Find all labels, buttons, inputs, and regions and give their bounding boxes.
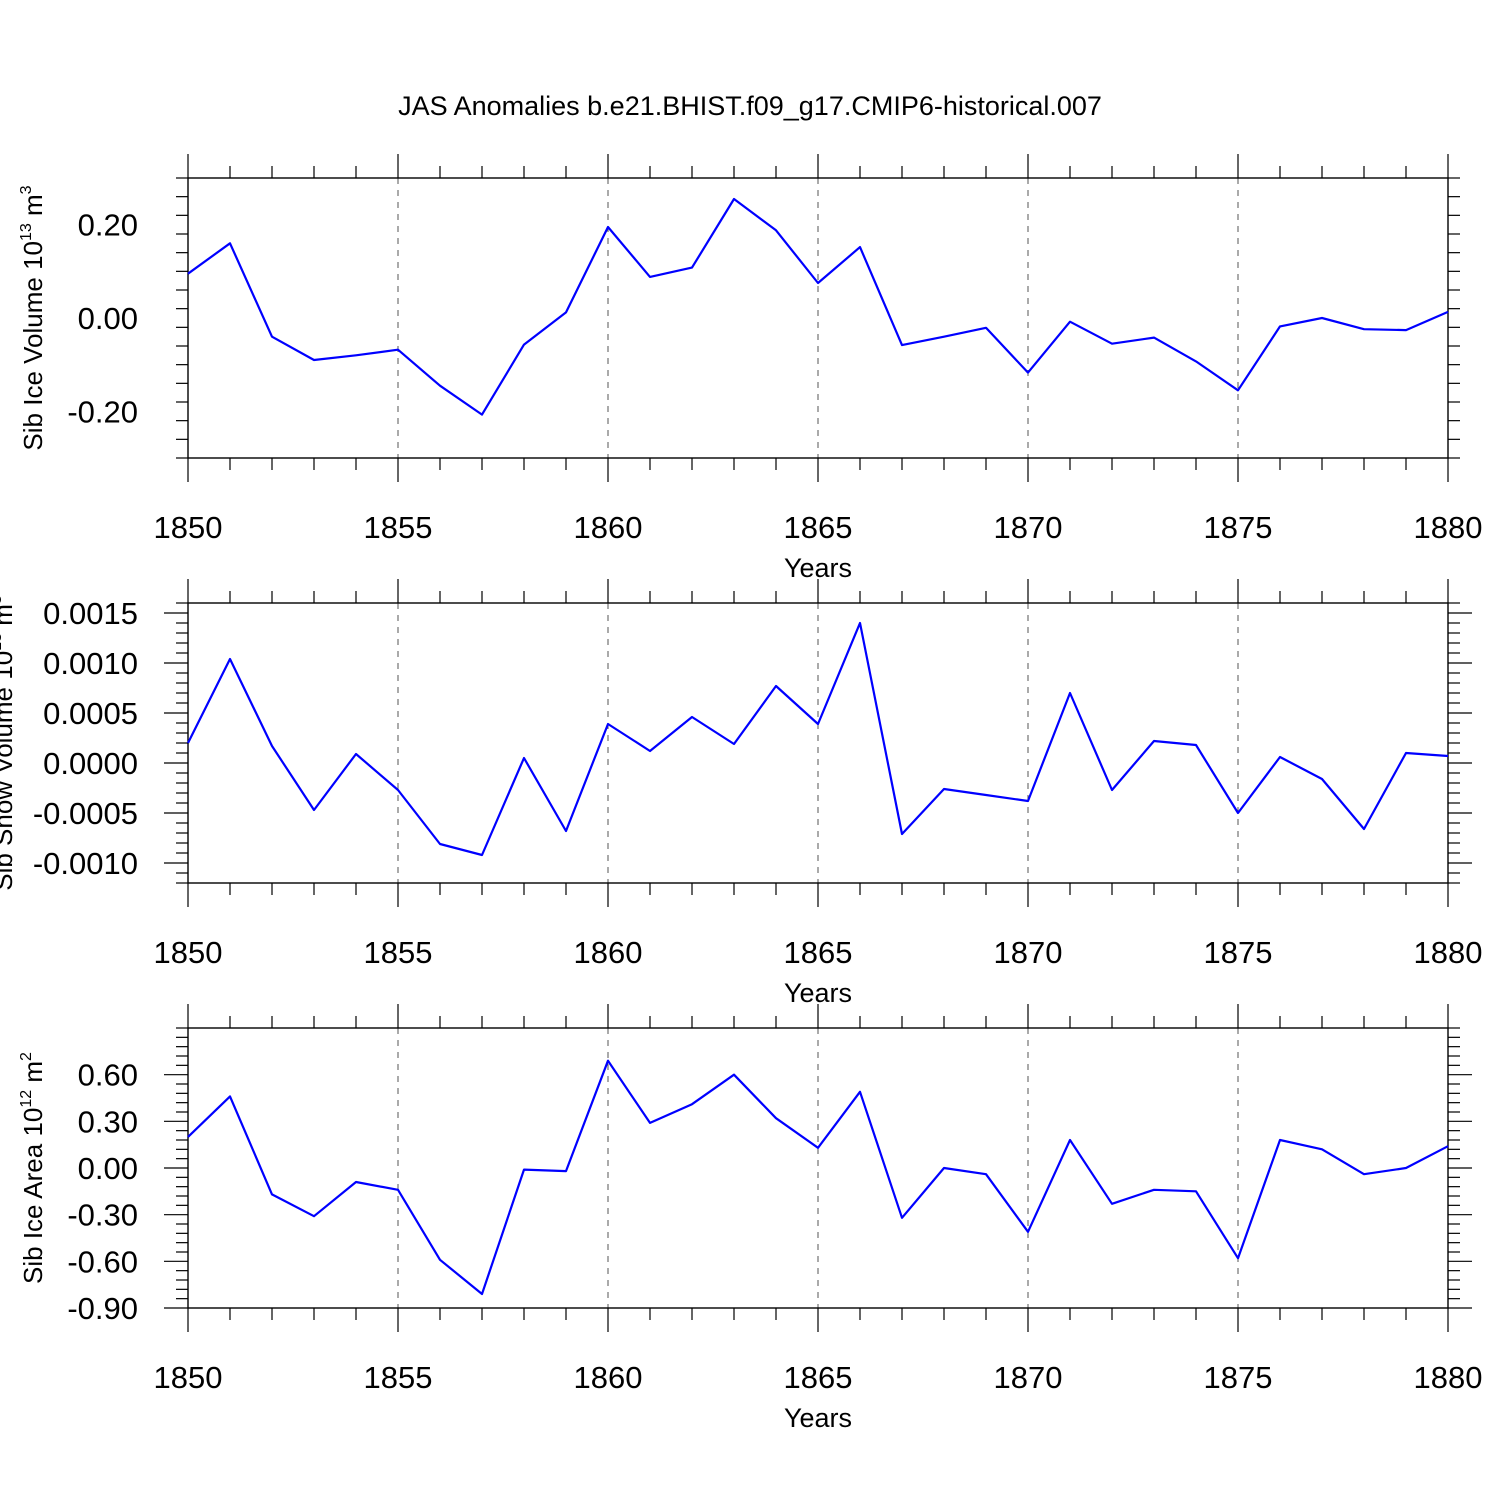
y-tick-label: -0.0005	[33, 796, 138, 831]
x-tick-label: 1870	[994, 1360, 1063, 1395]
x-tick-label: 1865	[784, 1360, 853, 1395]
y-axis-label-part: Sib Snow Volume 10	[0, 651, 18, 891]
x-tick-label: 1865	[784, 510, 853, 545]
series-line-sib-snow-volume	[187, 621, 1449, 857]
y-axis-label-superscript: 3	[18, 185, 35, 194]
x-tick-label: 1880	[1414, 510, 1483, 545]
x-tick-label: 1875	[1204, 1360, 1273, 1395]
panel-2: 1850 1855 1860 1865 1870 1875 1880 Years -0.0010…	[0, 579, 1482, 1008]
y-tick-label: 0.00	[78, 1151, 138, 1186]
panel-1: 1850 1855 1860 1865 1870 1875 1880 Years -0.20 0.…	[18, 154, 1482, 583]
x-tick-label: 1875	[1204, 935, 1273, 970]
y-axis-label-superscript: 2	[18, 1052, 35, 1061]
y-tick-label: -0.60	[67, 1244, 138, 1279]
y-tick-label: 0.0015	[43, 596, 138, 631]
x-tick-label: 1880	[1414, 1360, 1483, 1395]
y-tick-label: 0.0005	[43, 696, 138, 731]
y-tick-label: 0.00	[78, 301, 138, 336]
x-tick-label: 1855	[364, 510, 433, 545]
series-line-sib-ice-area	[187, 1059, 1449, 1296]
y-tick-label: -0.90	[67, 1291, 138, 1326]
y-axis-label-part: Sib Ice Volume 10	[18, 241, 48, 451]
plots-container: 1850 1855 1860 1865 1870 1875 1880 Years -0.20 0.…	[0, 154, 1482, 1433]
x-tick-label: 1860	[574, 935, 643, 970]
x-tick-label: 1850	[154, 935, 223, 970]
x-tick-label: 1865	[784, 935, 853, 970]
y-axis-label-superscript: 12	[18, 1090, 35, 1108]
y-axis-label: Sib Ice Area 1012 m2	[18, 1052, 48, 1284]
x-tick-label: 1855	[364, 1360, 433, 1395]
y-tick-label: -0.20	[67, 394, 138, 429]
x-tick-label: 1855	[364, 935, 433, 970]
y-axis-label-superscript: 3	[0, 595, 5, 604]
x-tick-label: 1850	[154, 510, 223, 545]
series-line-sib-ice-volume	[187, 197, 1449, 416]
x-tick-label: 1860	[574, 510, 643, 545]
y-axis-label-part: m	[18, 1061, 48, 1090]
y-tick-label: 0.60	[78, 1058, 138, 1093]
x-tick-label: 1860	[574, 1360, 643, 1395]
y-tick-label: -0.30	[67, 1198, 138, 1233]
y-axis-label: Sib Ice Volume 1013 m3	[18, 185, 48, 450]
x-tick-label: 1850	[154, 1360, 223, 1395]
y-tick-label: 0.0010	[43, 646, 138, 681]
panel-3: 1850 1855 1860 1865 1870 1875 1880 Years -0.90 -0…	[18, 1004, 1482, 1433]
y-axis-label-part: m	[0, 604, 18, 633]
x-tick-label: 1870	[994, 510, 1063, 545]
y-tick-label: 0.30	[78, 1104, 138, 1139]
x-tick-label: 1870	[994, 935, 1063, 970]
y-tick-label: 0.0000	[43, 746, 138, 781]
x-axis-label: Years	[784, 553, 852, 583]
x-tick-label: 1880	[1414, 935, 1483, 970]
y-axis-label-superscript: 13	[0, 633, 5, 651]
x-axis-label: Years	[784, 1403, 852, 1433]
y-tick-label: -0.0010	[33, 846, 138, 881]
y-axis-label: Sib Snow Volume 1013 m3	[0, 595, 18, 891]
x-axis-label: Years	[784, 978, 852, 1008]
x-tick-label: 1875	[1204, 510, 1273, 545]
chart-title: JAS Anomalies b.e21.BHIST.f09_g17.CMIP6-…	[398, 91, 1102, 121]
y-axis-label-part: Sib Ice Area 10	[18, 1108, 48, 1284]
y-axis-label-part: m	[18, 194, 48, 223]
y-axis-label-superscript: 13	[18, 223, 35, 241]
y-tick-label: 0.20	[78, 208, 138, 243]
